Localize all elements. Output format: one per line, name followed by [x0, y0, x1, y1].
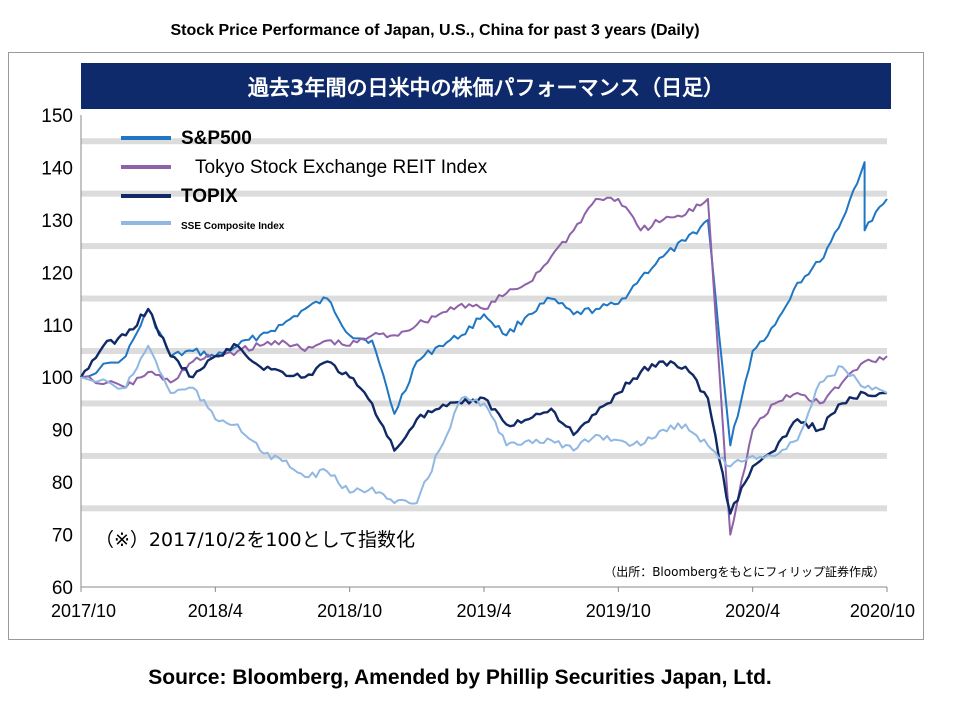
title-banner — [81, 63, 891, 109]
x-tick-label: 2018/4 — [188, 601, 243, 621]
header-title: Stock Price Performance of Japan, U.S., … — [170, 22, 700, 39]
grid-band — [81, 243, 887, 250]
x-tick-label: 2020/4 — [725, 601, 780, 621]
source-note: （出所：Bloombergをもとにフィリップ証券作成） — [604, 564, 885, 579]
legend-label: SSE Composite Index — [181, 221, 285, 232]
grid-band — [81, 190, 887, 197]
x-tick-label: 2019/10 — [586, 601, 651, 621]
legend: S&P500 Tokyo Stock Exchange REIT Index TOP… — [121, 128, 488, 232]
y-tick-label: 70 — [52, 526, 73, 547]
chart-frame: 過去3年間の日米中の株価パフォーマンス（日足） 60 70 80 90 100 110 12… — [8, 52, 924, 640]
x-tick-label: 2017/10 — [51, 601, 116, 621]
x-tick-label: 2019/4 — [456, 601, 511, 621]
legend-label: Tokyo Stock Exchange REIT Index — [195, 157, 488, 178]
grid-band — [81, 452, 887, 459]
x-tick-label: 2018/10 — [317, 601, 382, 621]
y-tick-label: 150 — [41, 106, 73, 127]
y-tick-label: 60 — [52, 578, 73, 599]
x-tick-labels: 2017/10 2018/4 2018/10 2019/4 2019/10 2020/4 2… — [51, 587, 915, 621]
grid-band — [81, 505, 887, 512]
y-tick-label: 80 — [52, 473, 73, 494]
y-tick-label: 110 — [43, 316, 73, 337]
y-tick-label: 130 — [41, 211, 73, 232]
y-tick-label: 90 — [52, 421, 73, 442]
y-tick-label: 120 — [41, 263, 73, 284]
series-line-tokyo-stock-exchange-reit-index — [80, 196, 888, 536]
source-caption: Source: Bloomberg, Amended by Phillip Se… — [148, 666, 772, 689]
y-tick-label: 100 — [41, 368, 73, 389]
legend-label: TOPIX — [181, 186, 238, 207]
grid-band — [81, 348, 887, 354]
y-tick-labels: 60 70 80 90 100 110 120 130 140 150 — [41, 106, 73, 599]
grid-band — [81, 138, 887, 145]
performance-chart: 過去3年間の日米中の株価パフォーマンス（日足） 60 70 80 90 100 110 12… — [41, 63, 915, 621]
y-tick-label: 140 — [41, 158, 73, 179]
grid-band — [81, 295, 887, 302]
index-annotation: （※）2017/10/2を100として指数化 — [95, 529, 415, 551]
x-tick-label: 2020/10 — [850, 601, 915, 621]
series-line-topix — [79, 307, 888, 515]
chart-title: 過去3年間の日米中の株価パフォーマンス（日足） — [248, 76, 724, 100]
series-line-sse-composite-index — [80, 344, 888, 505]
legend-label: S&P500 — [181, 128, 252, 149]
series-lines — [79, 161, 888, 536]
